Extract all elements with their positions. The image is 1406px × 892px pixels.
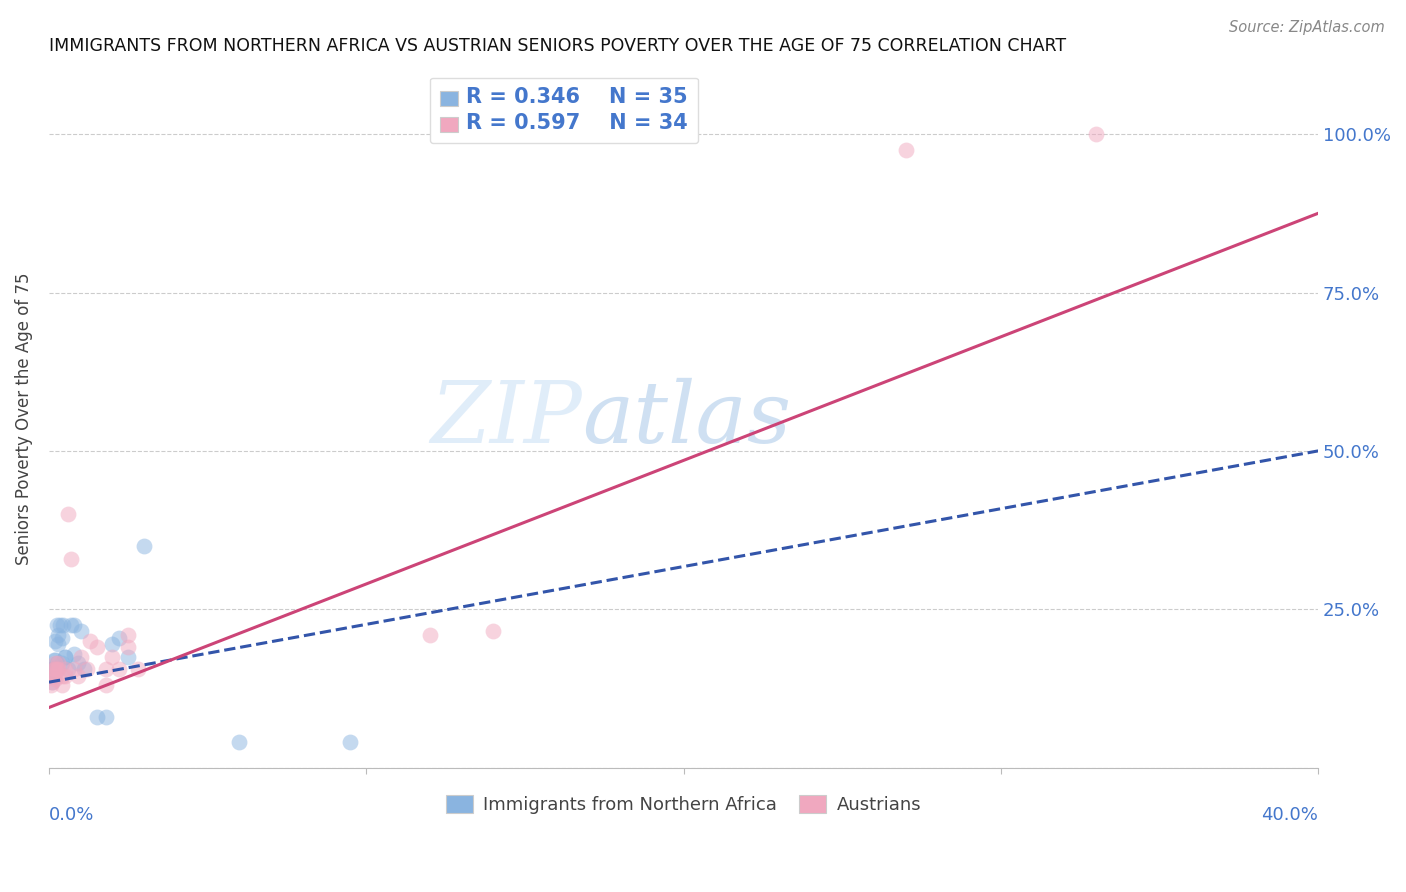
Point [60, 618, 83, 632]
Point [94, 710, 117, 724]
Point [42, 669, 65, 683]
Point [101, 649, 124, 664]
Legend: Immigrants from Northern Africa, Austrians: Immigrants from Northern Africa, Austria… [439, 788, 929, 822]
Y-axis label: Seniors Poverty Over the Age of 75: Seniors Poverty Over the Age of 75 [15, 273, 32, 566]
Point [44, 672, 66, 686]
Point [44, 663, 66, 677]
Point [44, 656, 66, 670]
Point [44, 634, 66, 648]
Point [69, 649, 91, 664]
Point [42, 663, 65, 677]
Point [42, 669, 65, 683]
Point [41, 663, 63, 677]
Point [94, 663, 117, 677]
Point [52, 618, 75, 632]
Point [1085, 127, 1108, 141]
Text: Source: ZipAtlas.com: Source: ZipAtlas.com [1229, 20, 1385, 35]
Point [51, 631, 73, 645]
Point [44, 663, 66, 677]
Point [48, 663, 70, 677]
Point [45, 663, 67, 677]
Point [44, 653, 66, 667]
Point [39, 669, 62, 683]
Point [53, 663, 76, 677]
Point [45, 618, 67, 632]
Point [53, 649, 76, 664]
Point [56, 663, 79, 677]
Text: 40.0%: 40.0% [1261, 806, 1319, 824]
Point [134, 539, 156, 553]
Point [117, 649, 139, 664]
Point [69, 624, 91, 639]
Point [49, 618, 72, 632]
Point [42, 663, 65, 677]
Point [42, 653, 65, 667]
Point [60, 551, 83, 566]
Point [86, 710, 108, 724]
Text: 0.0%: 0.0% [49, 806, 94, 824]
Point [228, 735, 250, 749]
Point [48, 627, 70, 641]
Point [419, 627, 441, 641]
Point [127, 663, 149, 677]
Point [39, 678, 62, 692]
Point [51, 678, 73, 692]
Text: ZIP: ZIP [430, 378, 582, 460]
Point [94, 678, 117, 692]
Point [48, 656, 70, 670]
Point [63, 647, 86, 661]
Point [117, 640, 139, 655]
Point [51, 669, 73, 683]
Point [66, 669, 89, 683]
Text: atlas: atlas [582, 378, 792, 460]
Point [79, 634, 101, 648]
Point [66, 656, 89, 670]
Point [86, 640, 108, 655]
Point [482, 624, 505, 639]
Text: IMMIGRANTS FROM NORTHERN AFRICA VS AUSTRIAN SENIORS POVERTY OVER THE AGE OF 75 C: IMMIGRANTS FROM NORTHERN AFRICA VS AUSTR… [49, 37, 1066, 55]
Point [51, 656, 73, 670]
Point [63, 663, 86, 677]
Point [73, 663, 96, 677]
Point [117, 627, 139, 641]
Point [53, 669, 76, 683]
Point [41, 675, 63, 690]
Point [894, 143, 917, 157]
Point [63, 618, 86, 632]
Point [76, 663, 98, 677]
Point [41, 663, 63, 677]
Point [339, 735, 361, 749]
Point [107, 631, 129, 645]
Point [41, 669, 63, 683]
Point [41, 675, 63, 690]
Point [56, 508, 79, 522]
Point [48, 637, 70, 651]
Point [101, 637, 124, 651]
Point [107, 663, 129, 677]
Point [45, 656, 67, 670]
Point [53, 649, 76, 664]
